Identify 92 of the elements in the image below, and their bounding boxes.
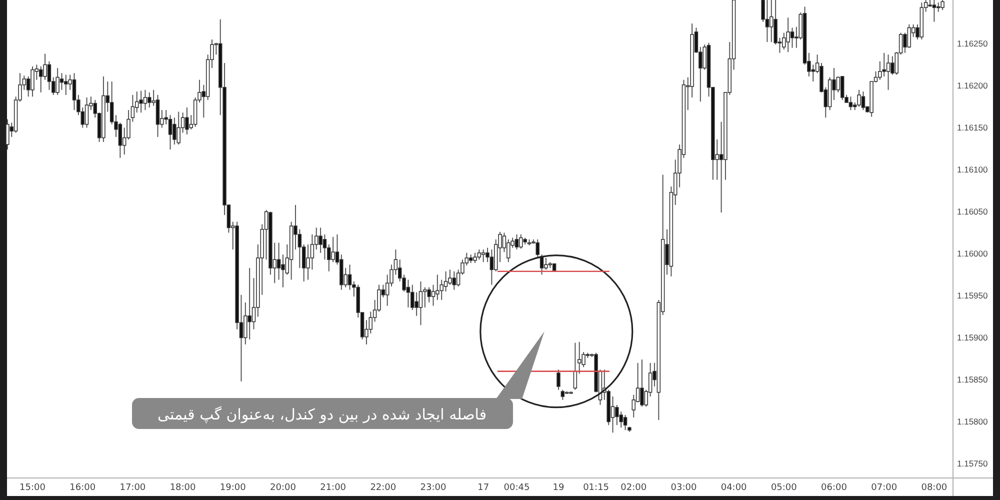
candlestick [481,249,486,263]
candlestick [811,64,815,82]
candlestick [770,0,774,43]
candlestick [6,118,10,150]
y-tick-label: 1.16050 [957,206,988,217]
candlestick [578,341,582,374]
candlestick [47,60,52,90]
candlestick [932,0,936,22]
candlestick [414,292,418,316]
y-tick-label: 1.15950 [957,290,988,301]
candlestick [452,270,456,290]
candlestick [886,54,890,90]
candlestick [506,238,510,263]
y-tick-label: 1.16100 [957,164,988,175]
x-tick-label: 04:00 [720,483,748,493]
candlestick [477,249,482,260]
candlestick [840,76,844,100]
candlestick [148,92,152,108]
candlestick [940,0,944,11]
candlestick [168,114,172,150]
candlestick [322,234,327,260]
y-tick-label: 1.16250 [957,38,988,49]
x-tick-label: 08:00 [921,483,948,493]
candlestick [790,27,794,48]
candlestick [276,242,281,280]
x-tick-label: 23:00 [420,483,446,493]
candlestick [406,279,410,308]
y-tick-label: 1.16150 [957,122,988,133]
candlestick [38,66,43,93]
y-tick-label: 1.15750 [957,458,988,469]
candlestick [185,107,189,135]
annotation: فاصله ایجاد شده در بین دو کندل، به‌عنوان گپ قیمتی [157,405,487,424]
candlestick [331,236,335,263]
x-tick-label: 15:00 [20,483,46,493]
candlestick [248,267,252,340]
candlestick [765,0,770,43]
y-tick-label: 1.15800 [957,416,988,427]
candlestick [519,234,523,250]
candlestick [444,270,448,292]
candlestick [368,311,372,334]
candlestick [348,264,352,290]
y-tick-label: 1.16000 [957,248,988,259]
x-tick-label: 21:00 [320,483,346,493]
x-tick-label: 22:00 [370,483,396,493]
x-tick-label: 17:00 [120,483,146,493]
candlestick [514,234,519,250]
y-tick-label: 1.16200 [957,80,988,91]
candlestick [410,284,414,310]
candlestick [64,74,68,96]
candlestick [615,404,619,426]
x-tick-label: 16:00 [70,483,96,493]
candlestick [176,111,180,145]
candlestick [310,234,314,270]
candlestick [857,89,861,108]
candlestick [536,238,540,258]
candlestick [640,359,644,408]
x-tick-label: 03:00 [670,483,697,493]
candlestick [423,286,427,308]
candlestick [560,389,565,400]
candlestick [556,369,560,390]
candlestick [544,257,548,270]
candlestick [786,17,790,53]
x-tick-label: 20:00 [270,483,296,493]
candlestick [882,52,886,77]
candlestick [118,122,122,158]
y-tick-label: 1.15900 [957,332,988,343]
candlestick [84,96,89,128]
x-tick-label: 18:00 [170,483,196,493]
candlestick [60,72,64,90]
candlestick [473,252,477,264]
candlestick [30,66,34,98]
x-tick-label: 19 [552,483,564,493]
candlestick [848,96,853,111]
candlestick [907,24,912,48]
x-tick-label: 05:00 [770,483,798,493]
y-tick-label: 1.15850 [957,374,988,385]
candlestick [143,89,148,111]
x-tick-label: 19:00 [220,483,246,493]
candlestick [861,91,866,111]
x-tick-label: 17 [478,483,490,493]
x-tick-label: 02:00 [620,483,647,493]
candlestick [418,280,423,326]
candlestick [431,284,436,306]
x-tick-label: 00:45 [504,483,530,493]
candlestick [139,90,143,114]
candlestick [623,414,628,431]
candlestick [56,68,60,96]
x-tick-label: 07:00 [871,483,898,493]
candlestick [72,72,76,111]
x-tick-label: 06:00 [821,483,848,493]
candlestick [298,228,302,268]
x-tick-label: 01:15 [583,483,610,493]
